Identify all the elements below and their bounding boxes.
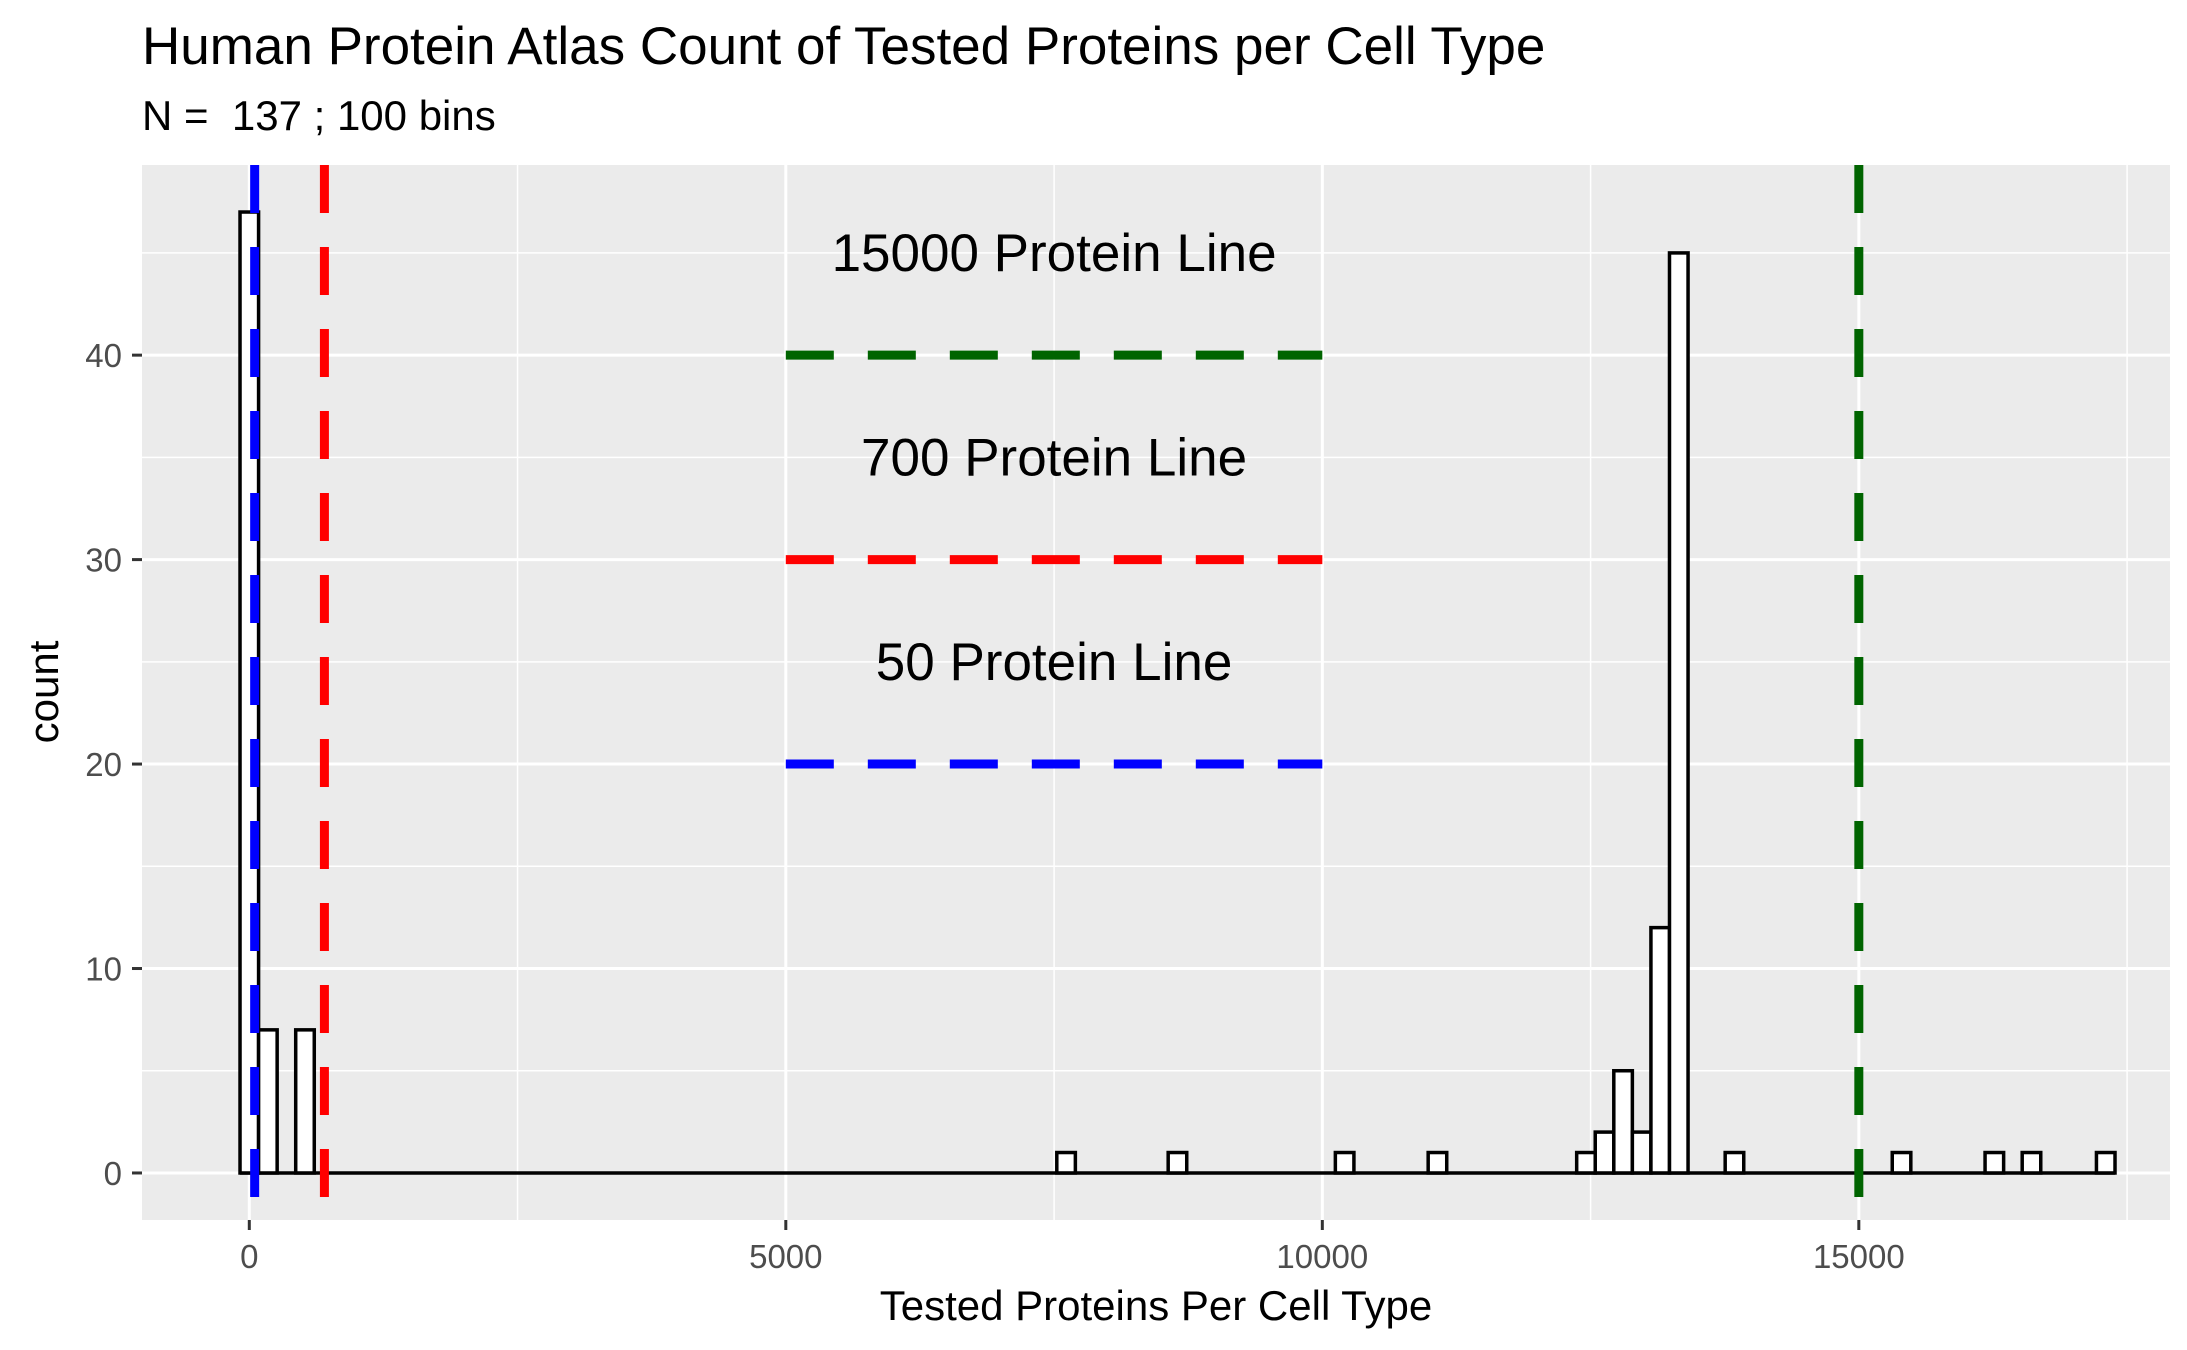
y-tick-label: 20 (85, 746, 122, 783)
minor-gridlines (142, 165, 2170, 1220)
histogram-bar (293, 1028, 317, 1175)
histogram-bar (2020, 1150, 2043, 1175)
annotation-label: 15000 Protein Line (832, 224, 1277, 283)
histogram-bar (1612, 1068, 1635, 1175)
x-axis-label: Tested Proteins Per Cell Type (880, 1282, 1433, 1329)
chart-title: Human Protein Atlas Count of Tested Prot… (142, 17, 1546, 76)
histogram-bar (1983, 1150, 2006, 1175)
histogram-bar (1055, 1150, 1078, 1175)
y-axis-label: count (20, 640, 67, 743)
histogram-bar (256, 1028, 279, 1175)
chart-subtitle: N = 137 ; 100 bins (142, 92, 496, 139)
y-tick-label: 40 (85, 337, 122, 374)
histogram-bar (1667, 251, 1690, 1175)
histogram-bar (1649, 925, 1672, 1175)
annotation-label: 700 Protein Line (861, 428, 1247, 487)
histogram-bar (1333, 1150, 1356, 1175)
histogram-bar (1593, 1130, 1616, 1175)
x-tick-label: 15000 (1813, 1238, 1905, 1275)
histogram-bar (1166, 1150, 1189, 1175)
x-tick-label: 10000 (1276, 1238, 1368, 1275)
annotation-label: 50 Protein Line (876, 633, 1233, 692)
histogram-bar (1890, 1150, 1913, 1175)
histogram-bar (1630, 1130, 1653, 1175)
y-axis-ticks: 0 10 20 30 40 (85, 337, 142, 1192)
plot-panel (142, 165, 2170, 1220)
histogram-bars (238, 210, 2117, 1175)
threshold-vertical-lines (250, 165, 1864, 1220)
legend-annotation-labels: 15000 Protein Line 700 Protein Line 50 Pro… (832, 224, 1277, 692)
y-tick-label: 0 (104, 1155, 122, 1192)
histogram-bar (1574, 1150, 1597, 1175)
legend-annotation-lines (785, 350, 1323, 769)
histogram-bar (2094, 1150, 2117, 1175)
x-tick-label: 0 (240, 1238, 258, 1275)
y-tick-label: 10 (85, 951, 122, 988)
histogram-bar (1723, 1150, 1746, 1175)
x-tick-label: 5000 (749, 1238, 822, 1275)
histogram-bar (1426, 1150, 1449, 1175)
x-axis-ticks: 0 5000 10000 15000 (240, 1220, 1905, 1275)
y-tick-label: 30 (85, 542, 122, 579)
